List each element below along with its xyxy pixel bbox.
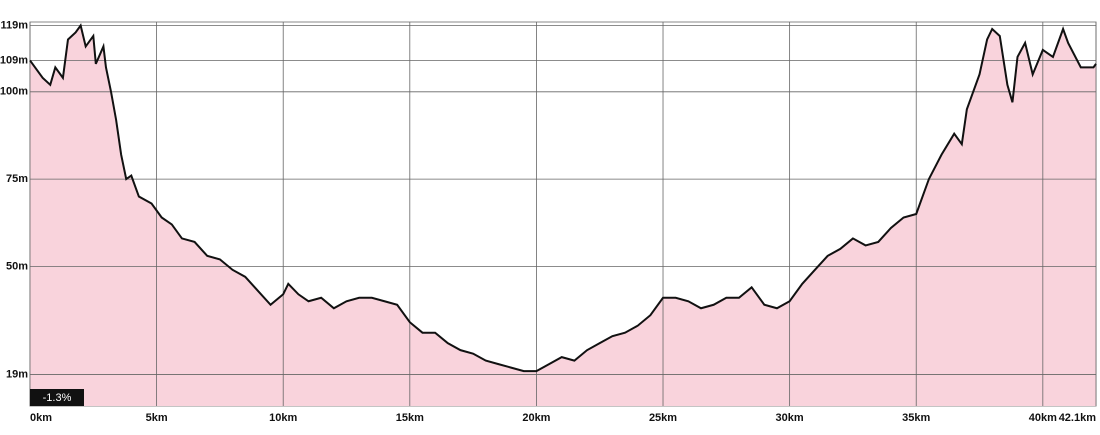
x-tick-label: 25km: [649, 412, 677, 424]
x-tick-label: 5km: [146, 412, 168, 424]
x-tick-label: 42.1km: [1059, 412, 1097, 424]
y-tick-label: 119m: [0, 19, 28, 31]
elevation-line: [29, 23, 1097, 373]
y-tick-label: 19m: [6, 368, 28, 380]
x-tick-label: 35km: [902, 412, 930, 424]
area-fill: [30, 25, 1096, 407]
x-tick-label: 10km: [269, 412, 297, 424]
grade-box: [30, 389, 84, 406]
x-tick-label: 30km: [776, 412, 804, 424]
x-tick-label: 40km: [1029, 412, 1057, 424]
y-tick-label: 100m: [0, 86, 28, 98]
x-tick-label: 15km: [396, 412, 424, 424]
y-tick-label: 109m: [0, 54, 28, 66]
grade-label: -1.3%: [43, 392, 72, 404]
x-tick-label: 0km: [30, 412, 52, 424]
y-tick-label: 50m: [6, 260, 28, 272]
y-tick-label: 75m: [6, 173, 28, 185]
x-tick-label: 20km: [522, 412, 550, 424]
